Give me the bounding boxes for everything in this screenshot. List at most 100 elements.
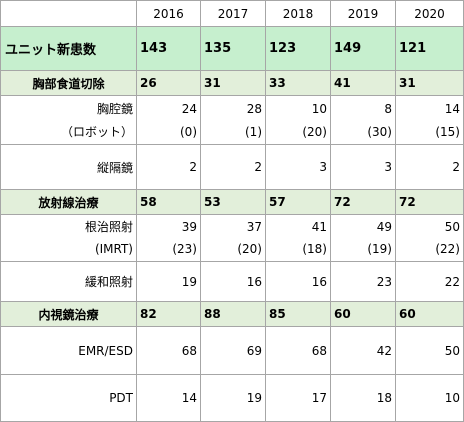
- curative-row: 根治照射 (IMRT) 39 (23) 37 (20) 41 (18) 49 (19) …: [0, 214, 464, 262]
- palliative-value[interactable]: 16: [200, 261, 266, 302]
- robot-value: (20): [302, 124, 327, 139]
- year-header-2017[interactable]: 2017: [200, 0, 266, 27]
- palliative-row: 緩和照射 19 16 16 23 22: [0, 261, 464, 302]
- robot-value: (0): [180, 124, 197, 139]
- palliative-value[interactable]: 22: [395, 261, 464, 302]
- total-value[interactable]: 143: [136, 26, 201, 71]
- total-value[interactable]: 149: [330, 26, 396, 71]
- surgery-value[interactable]: 26: [136, 70, 201, 96]
- imrt-value: (20): [237, 242, 262, 256]
- imrt-value: (22): [435, 242, 460, 256]
- pdt-value[interactable]: 18: [330, 374, 396, 422]
- imrt-value: (23): [172, 242, 197, 256]
- radiation-value[interactable]: 58: [136, 189, 201, 215]
- pdt-label[interactable]: PDT: [0, 374, 137, 422]
- total-value[interactable]: 121: [395, 26, 464, 71]
- mediastinoscopic-value[interactable]: 3: [330, 144, 396, 190]
- curative-label: 根治照射: [84, 220, 133, 234]
- thoracoscopic-cell[interactable]: 28 (1): [200, 95, 266, 145]
- radiation-value[interactable]: 72: [395, 189, 464, 215]
- imrt-value: (19): [367, 242, 392, 256]
- pdt-value[interactable]: 19: [200, 374, 266, 422]
- robot-value: (1): [245, 124, 262, 139]
- total-value[interactable]: 135: [200, 26, 266, 71]
- thoracoscopic-label: 胸腔鏡: [96, 101, 133, 116]
- surgery-label[interactable]: 胸部食道切除: [0, 70, 137, 96]
- mediastinoscopic-row: 縦隔鏡 2 2 3 3 2: [0, 144, 464, 190]
- surgery-value[interactable]: 31: [200, 70, 266, 96]
- mediastinoscopic-label[interactable]: 縦隔鏡: [0, 144, 137, 190]
- radiation-label[interactable]: 放射線治療: [0, 189, 137, 215]
- thoracoscopic-cell[interactable]: 10 (20): [265, 95, 331, 145]
- year-header-2018[interactable]: 2018: [265, 0, 331, 27]
- surgery-value[interactable]: 31: [395, 70, 464, 96]
- curative-value: 37: [246, 220, 262, 234]
- radiation-value[interactable]: 53: [200, 189, 266, 215]
- imrt-value: (18): [302, 242, 327, 256]
- curative-label-cell[interactable]: 根治照射 (IMRT): [0, 214, 137, 262]
- thoracoscopic-label-cell[interactable]: 胸腔鏡 （ロボット）: [0, 95, 137, 145]
- mediastinoscopic-value[interactable]: 2: [200, 144, 266, 190]
- emr-esd-value[interactable]: 50: [395, 326, 464, 375]
- curative-cell[interactable]: 50 (22): [395, 214, 464, 262]
- mediastinoscopic-value[interactable]: 2: [136, 144, 201, 190]
- surgery-value[interactable]: 41: [330, 70, 396, 96]
- year-header-2019[interactable]: 2019: [330, 0, 396, 27]
- endoscopy-value[interactable]: 88: [200, 301, 266, 327]
- endoscopy-label[interactable]: 内視鏡治療: [0, 301, 137, 327]
- endoscopy-value[interactable]: 82: [136, 301, 201, 327]
- curative-value: 50: [444, 220, 460, 234]
- imrt-label: (IMRT): [94, 242, 133, 256]
- thoracoscopic-value: 24: [181, 101, 197, 116]
- emr-esd-value[interactable]: 68: [136, 326, 201, 375]
- pdt-value[interactable]: 17: [265, 374, 331, 422]
- palliative-value[interactable]: 19: [136, 261, 201, 302]
- endoscopy-value[interactable]: 85: [265, 301, 331, 327]
- endoscopy-section-row: 内視鏡治療 82 88 85 60 60: [0, 301, 464, 327]
- emr-esd-label[interactable]: EMR/ESD: [0, 326, 137, 375]
- curative-cell[interactable]: 39 (23): [136, 214, 201, 262]
- thoracoscopic-cell[interactable]: 14 (15): [395, 95, 464, 145]
- palliative-value[interactable]: 16: [265, 261, 331, 302]
- curative-cell[interactable]: 41 (18): [265, 214, 331, 262]
- robot-value: (15): [435, 124, 460, 139]
- emr-esd-row: EMR/ESD 68 69 68 42 50: [0, 326, 464, 375]
- radiation-value[interactable]: 57: [265, 189, 331, 215]
- emr-esd-value[interactable]: 69: [200, 326, 266, 375]
- thoracoscopic-value: 10: [311, 101, 327, 116]
- pdt-value[interactable]: 10: [395, 374, 464, 422]
- palliative-label[interactable]: 緩和照射: [0, 261, 137, 302]
- surgery-section-row: 胸部食道切除 26 31 33 41 31: [0, 70, 464, 96]
- thoracoscopic-cell[interactable]: 24 (0): [136, 95, 201, 145]
- thoracoscopic-value: 14: [444, 101, 460, 116]
- total-value[interactable]: 123: [265, 26, 331, 71]
- thoracoscopic-cell[interactable]: 8 (30): [330, 95, 396, 145]
- mediastinoscopic-value[interactable]: 3: [265, 144, 331, 190]
- curative-cell[interactable]: 37 (20): [200, 214, 266, 262]
- endoscopy-value[interactable]: 60: [395, 301, 464, 327]
- year-header-2016[interactable]: 2016: [136, 0, 201, 27]
- pdt-row: PDT 14 19 17 18 10: [0, 374, 464, 422]
- header-row: 2016 2017 2018 2019 2020: [0, 0, 464, 27]
- curative-value: 39: [181, 220, 197, 234]
- curative-value: 49: [376, 220, 392, 234]
- robot-label: （ロボット）: [60, 124, 133, 139]
- robot-value: (30): [367, 124, 392, 139]
- total-row: ユニット新患数 143 135 123 149 121: [0, 26, 464, 71]
- pdt-value[interactable]: 14: [136, 374, 201, 422]
- corner-cell[interactable]: [0, 0, 137, 27]
- emr-esd-value[interactable]: 68: [265, 326, 331, 375]
- thoracoscopic-value: 28: [246, 101, 262, 116]
- endoscopy-value[interactable]: 60: [330, 301, 396, 327]
- curative-value: 41: [311, 220, 327, 234]
- total-label[interactable]: ユニット新患数: [0, 26, 137, 71]
- radiation-section-row: 放射線治療 58 53 57 72 72: [0, 189, 464, 215]
- curative-cell[interactable]: 49 (19): [330, 214, 396, 262]
- surgery-value[interactable]: 33: [265, 70, 331, 96]
- year-header-2020[interactable]: 2020: [395, 0, 464, 27]
- palliative-value[interactable]: 23: [330, 261, 396, 302]
- mediastinoscopic-value[interactable]: 2: [395, 144, 464, 190]
- radiation-value[interactable]: 72: [330, 189, 396, 215]
- emr-esd-value[interactable]: 42: [330, 326, 396, 375]
